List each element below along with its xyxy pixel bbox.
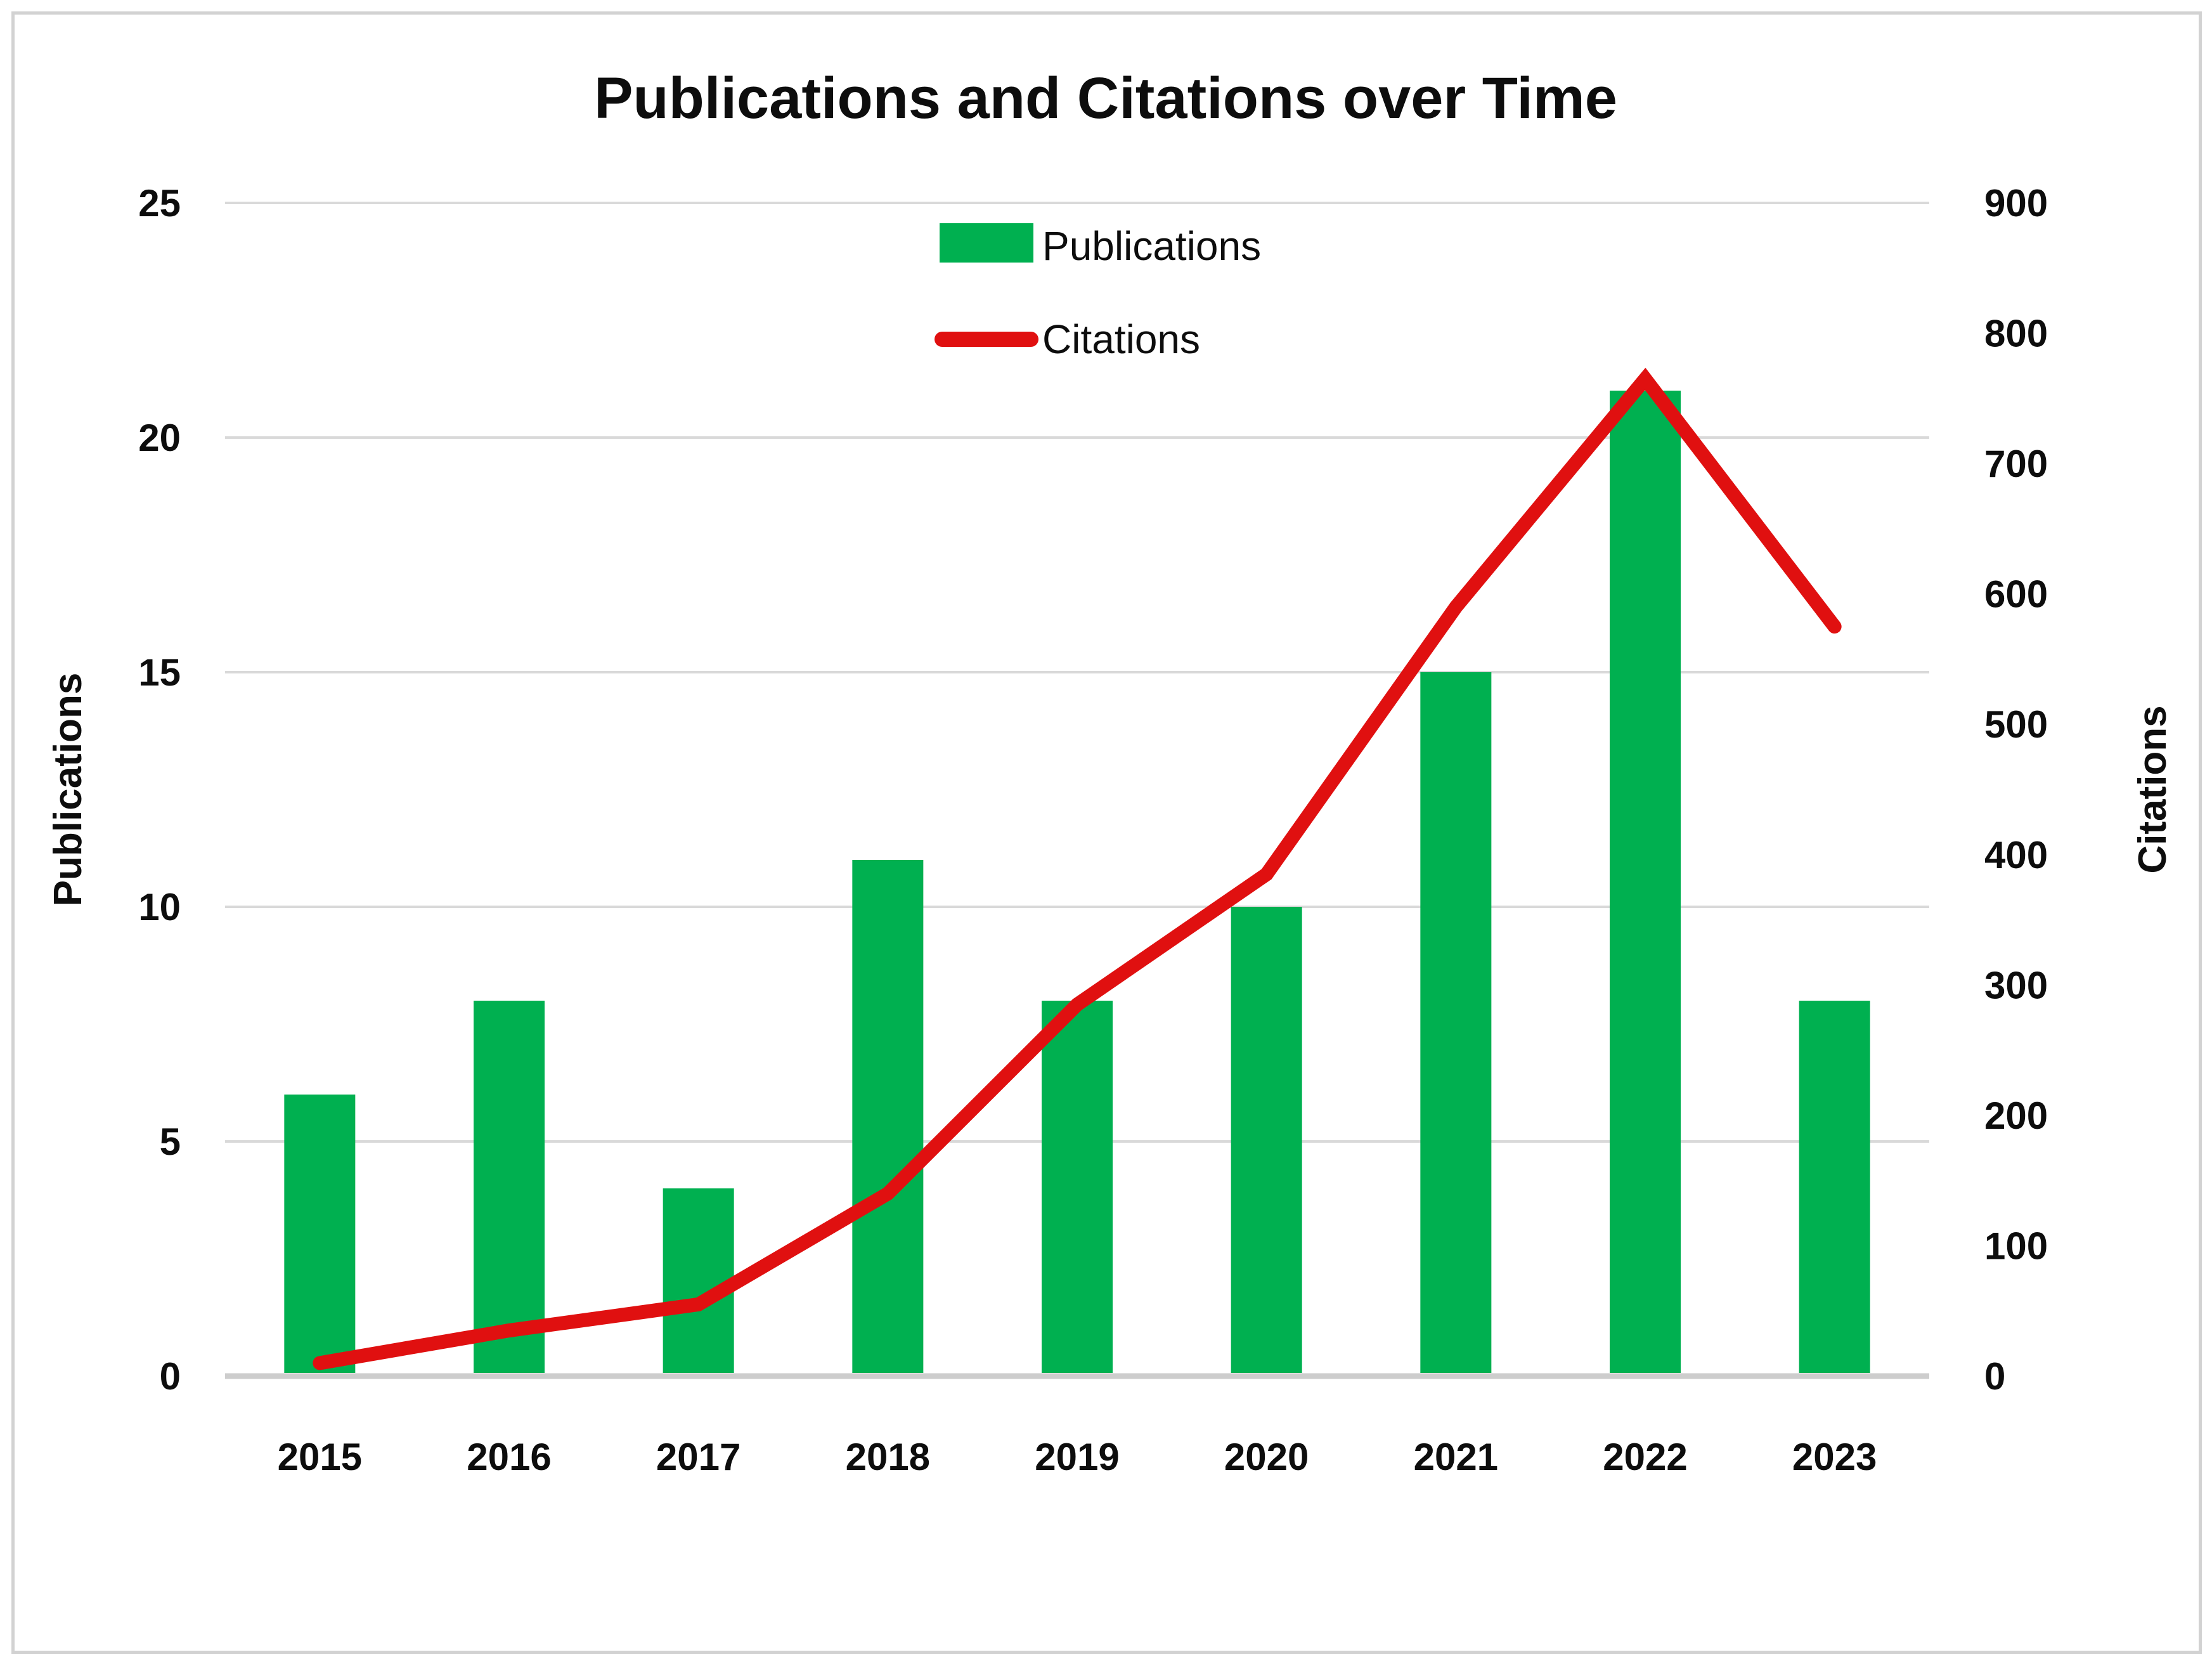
y-right-tick-label: 0 bbox=[1984, 1355, 2005, 1398]
x-tick-label: 2017 bbox=[656, 1436, 741, 1478]
y-right-tick-label: 400 bbox=[1984, 834, 2048, 876]
bar-2023[interactable] bbox=[1799, 1001, 1870, 1373]
bar-2022[interactable] bbox=[1610, 391, 1681, 1373]
x-tick-label: 2021 bbox=[1414, 1436, 1498, 1478]
y-left-tick-label: 15 bbox=[138, 651, 181, 694]
y-left-tick-label: 20 bbox=[138, 417, 181, 459]
bar-2015[interactable] bbox=[284, 1095, 356, 1373]
bar-2016[interactable] bbox=[474, 1001, 545, 1373]
chart-title: Publications and Citations over Time bbox=[594, 66, 1617, 131]
bar-2017[interactable] bbox=[663, 1188, 734, 1373]
bar-2019[interactable] bbox=[1042, 1001, 1113, 1373]
y-right-tick-label: 900 bbox=[1984, 182, 2048, 224]
tick-labels-layer: 0 5 10 15 20 25 0 100 200 300 400 500 600 700 800 900 20… bbox=[138, 182, 2048, 1478]
legend-citations-label: Citations bbox=[1042, 316, 1200, 362]
y-right-tick-label: 300 bbox=[1984, 964, 2048, 1006]
y-left-tick-label: 0 bbox=[160, 1355, 181, 1398]
citations-line[interactable] bbox=[313, 367, 1842, 1370]
bar-2020[interactable] bbox=[1231, 907, 1302, 1373]
y-left-tick-label: 25 bbox=[138, 182, 181, 224]
x-tick-label: 2015 bbox=[278, 1436, 362, 1478]
bars-layer bbox=[284, 391, 1870, 1373]
y-left-tick-label: 10 bbox=[138, 886, 181, 928]
line-layer bbox=[313, 367, 1842, 1370]
legend-item-publications[interactable]: Publications bbox=[940, 223, 1261, 269]
legend-publications-swatch bbox=[940, 223, 1033, 263]
y-left-tick-label: 5 bbox=[160, 1121, 181, 1163]
right-axis-title: Citations bbox=[2131, 705, 2175, 873]
x-tick-label: 2018 bbox=[846, 1436, 930, 1478]
y-right-tick-label: 200 bbox=[1984, 1095, 2048, 1137]
x-tick-label: 2023 bbox=[1792, 1436, 1877, 1478]
legend-publications-label: Publications bbox=[1042, 223, 1261, 269]
x-tick-label: 2020 bbox=[1224, 1436, 1309, 1478]
x-tick-label: 2016 bbox=[467, 1436, 551, 1478]
y-right-tick-label: 500 bbox=[1984, 703, 2048, 746]
legend-item-citations[interactable]: Citations bbox=[935, 316, 1200, 362]
x-tick-label: 2019 bbox=[1035, 1436, 1119, 1478]
legend: Publications Citations bbox=[935, 223, 1261, 362]
bar-2018[interactable] bbox=[852, 860, 924, 1373]
y-right-tick-label: 600 bbox=[1984, 573, 2048, 616]
y-right-tick-label: 800 bbox=[1984, 313, 2048, 355]
bar-2021[interactable] bbox=[1420, 672, 1492, 1373]
left-axis-title: Publications bbox=[46, 673, 90, 907]
x-tick-label: 2022 bbox=[1603, 1436, 1687, 1478]
y-right-tick-label: 700 bbox=[1984, 443, 2048, 485]
y-right-tick-label: 100 bbox=[1984, 1225, 2048, 1267]
